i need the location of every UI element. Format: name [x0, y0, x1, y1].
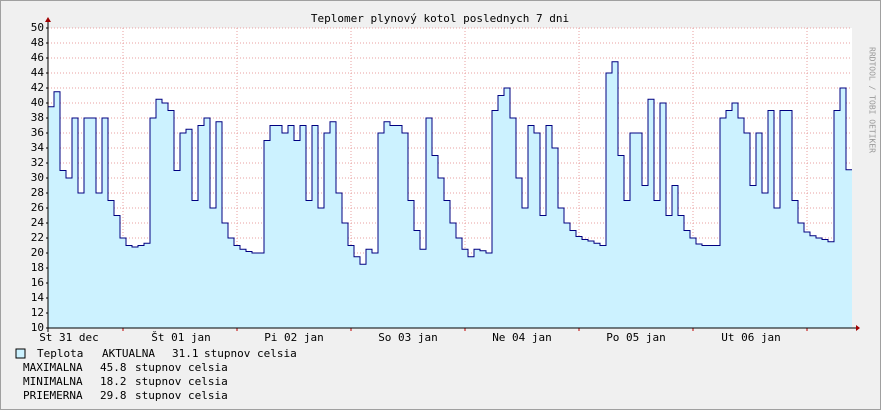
y-tick-label: 46 — [31, 51, 44, 64]
y-tick-label: 26 — [31, 201, 44, 214]
y-tick-label: 40 — [31, 96, 44, 109]
area — [48, 61, 852, 328]
line — [48, 61, 852, 265]
x-tick-label: Ut 06 jan — [721, 331, 781, 344]
legend-label: PRIEMERNA — [23, 389, 83, 402]
y-arrow — [45, 17, 51, 22]
side-text: RRDTOOL / TOBI OETIKER — [868, 47, 877, 153]
y-tick-label: 50 — [31, 21, 44, 34]
legend-value: 18.2 — [100, 375, 127, 388]
legend-value: 31.1 — [172, 347, 199, 360]
legend-label: MINIMALNA — [23, 375, 83, 388]
legend-label: MAXIMALNA — [23, 361, 83, 374]
chart-title: Teplomer plynový kotol poslednych 7 dni — [311, 12, 569, 25]
y-tick-label: 44 — [31, 66, 45, 79]
y-tick-label: 28 — [31, 186, 44, 199]
y-tick-label: 32 — [31, 156, 44, 169]
y-tick-label: 16 — [31, 276, 44, 289]
y-tick-label: 22 — [31, 231, 44, 244]
y-tick-label: 18 — [31, 261, 44, 274]
y-tick-label: 38 — [31, 111, 44, 124]
y-tick-label: 30 — [31, 171, 44, 184]
legend-value: 45.8 — [100, 361, 127, 374]
legend-unit: stupnov celsia — [135, 389, 228, 402]
y-tick-label: 12 — [31, 306, 44, 319]
legend-unit: stupnov celsia — [204, 347, 297, 360]
x-tick-label: Ne 04 jan — [492, 331, 552, 344]
x-tick-label: Pi 02 jan — [264, 331, 324, 344]
y-tick-label: 48 — [31, 36, 44, 49]
x-arrow — [856, 325, 860, 331]
legend-label: AKTUALNA — [102, 347, 155, 360]
y-tick-label: 20 — [31, 246, 44, 259]
y-tick-label: 42 — [31, 81, 44, 94]
y-tick-label: 34 — [31, 141, 45, 154]
legend-unit: stupnov celsia — [135, 375, 228, 388]
x-tick-label: So 03 jan — [378, 331, 438, 344]
legend-unit: stupnov celsia — [135, 361, 228, 374]
y-tick-label: 36 — [31, 126, 44, 139]
y-tick-label: 24 — [31, 216, 45, 229]
legend-swatch — [15, 348, 26, 359]
x-tick-label: Št 01 jan — [151, 331, 211, 344]
legend-name: Teplota — [37, 347, 83, 360]
y-tick-label: 10 — [31, 321, 44, 334]
legend-value: 29.8 — [100, 389, 127, 402]
y-tick-label: 14 — [31, 291, 45, 304]
x-tick-label: St 31 dec — [39, 331, 99, 344]
x-tick-label: Po 05 jan — [606, 331, 666, 344]
